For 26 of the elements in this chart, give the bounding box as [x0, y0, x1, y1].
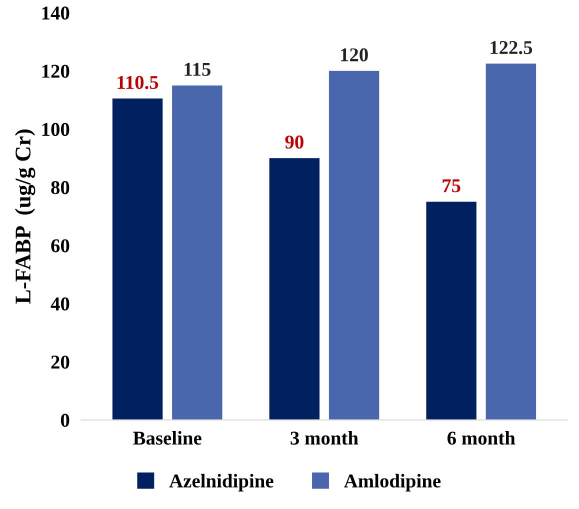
y-tick-label: 20 [51, 356, 70, 369]
y-tick-label: 0 [60, 414, 70, 427]
bar [112, 98, 163, 420]
data-label: 120 [341, 48, 368, 62]
legend-label: Amlodipine [344, 474, 441, 492]
legend-label: Azelnidipine [169, 474, 274, 492]
x-tick-label: Baseline [133, 431, 202, 445]
data-label: 75 [442, 179, 460, 192]
y-tick-label: 140 [42, 6, 70, 20]
data-label: 110.5 [118, 76, 158, 90]
bar [486, 64, 536, 420]
data-label: 115 [184, 62, 210, 76]
bar [426, 202, 476, 420]
x-tick-label: 6 month [447, 431, 516, 445]
data-label: 90 [285, 136, 304, 149]
y-tick-label: 120 [42, 64, 70, 78]
data-label: 122.5 [490, 41, 532, 54]
y-tick-label: 40 [50, 297, 70, 311]
y-tick-label: 80 [51, 181, 70, 194]
y-axis-title: L-FABP (ug/g Cr) [14, 130, 36, 304]
x-tick-label: 3 month [290, 431, 358, 445]
y-tick-label: 100 [42, 122, 70, 136]
y-tick-label: 60 [51, 239, 70, 252]
bar [172, 85, 222, 420]
bar [269, 158, 320, 420]
bar [328, 70, 380, 420]
